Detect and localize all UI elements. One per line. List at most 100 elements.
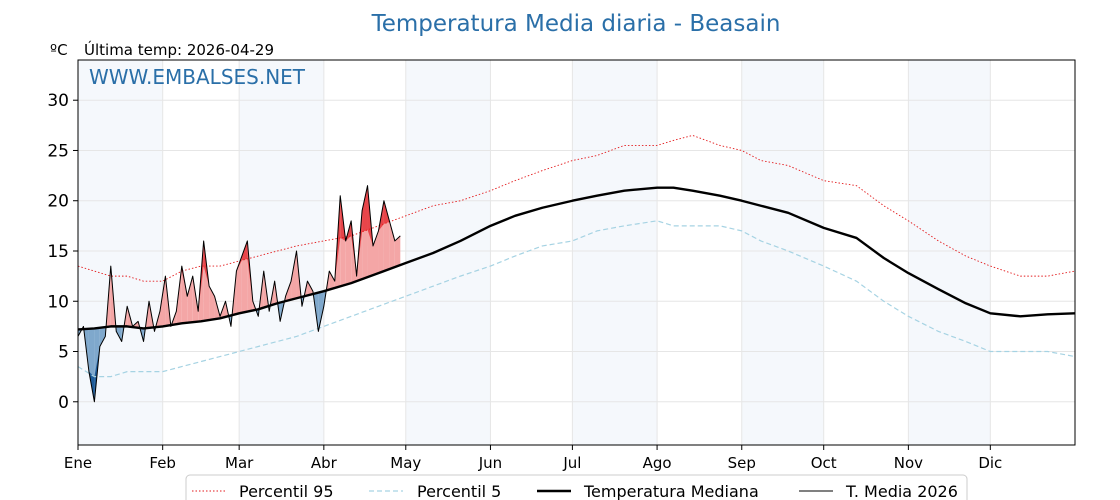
series-line-p95-point-32 <box>823 180 824 181</box>
series-line-median-point-22 <box>572 200 573 201</box>
series-line-p5-point-23 <box>596 230 597 231</box>
series-line-2026-point-34 <box>263 270 264 271</box>
watermark: WWW.EMBALSES.NET <box>89 65 306 89</box>
series-line-p5-point-29 <box>741 230 742 231</box>
series-line-2026-point-44 <box>318 331 319 332</box>
series-line-2026-point-2 <box>88 371 89 372</box>
series-line-p95-point-10 <box>258 255 259 256</box>
series-line-median-point-35 <box>908 273 909 274</box>
series-line-2026-point-56 <box>383 200 384 201</box>
series-line-2026-point-4 <box>99 346 100 347</box>
series-line-p95-point-18 <box>460 200 461 201</box>
series-line-p5-point-37 <box>965 341 966 342</box>
series-line-2026-point-47 <box>334 281 335 282</box>
x-tick-label-Ene: Ene <box>64 454 92 472</box>
series-line-p95-point-23 <box>596 155 597 156</box>
fill-above-57 <box>389 220 395 270</box>
series-line-p95-point-30 <box>760 160 761 161</box>
series-line-2026-point-7 <box>116 331 117 332</box>
series-line-p95-point-33 <box>856 185 857 186</box>
x-axis-ticks: Ene Feb Mar Abr May Jun Jul Ago Sep Oct Nov Dic <box>64 445 1002 472</box>
fill-above-15 <box>159 276 166 327</box>
series-line-p5-point-5 <box>162 371 163 372</box>
series-line-p95-point-25 <box>656 145 657 146</box>
series-line-p95-point-22 <box>572 160 573 161</box>
legend: Percentil 95 Percentil 5 Temperatura Med… <box>185 474 968 500</box>
month-band-2 <box>405 60 491 445</box>
series-line-median-point-23 <box>596 195 597 196</box>
series-line-p5-point-21 <box>542 245 543 246</box>
x-tick-label-Abr: Abr <box>311 454 338 472</box>
series-line-p5-point-24 <box>624 225 625 226</box>
series-line-2026-point-54 <box>372 245 373 246</box>
series-line-p95-point-4 <box>143 281 144 282</box>
series-line-median-point-2 <box>110 326 111 327</box>
series-line-p95-point-38 <box>990 265 991 266</box>
series-line-2026-point-24 <box>209 286 210 287</box>
series-line-2026-point-25 <box>214 296 215 297</box>
series-line-p5-point-9 <box>239 351 240 352</box>
month-bands <box>78 60 991 445</box>
series-line-2026-point-10 <box>132 326 133 327</box>
x-tick-label-Mar: Mar <box>225 454 254 472</box>
series-line-2026-point-29 <box>236 270 237 271</box>
x-tick-label-Nov: Nov <box>894 454 923 472</box>
series-line-median-point-14 <box>351 283 352 284</box>
series-line-p5-point-1 <box>94 376 95 377</box>
fill-above-19 <box>181 266 188 324</box>
fill-above-54 <box>373 230 379 276</box>
chart-title: Temperatura Media diaria - Beasain <box>371 11 781 37</box>
plot-frame <box>77 59 1076 446</box>
series-line-2026-point-41 <box>301 306 302 307</box>
series-line-p95 <box>78 134 1075 282</box>
series-line-median-point-17 <box>432 252 433 253</box>
series-line-2026-point-3 <box>94 401 95 402</box>
series-line-median-point-33 <box>856 237 857 238</box>
series-line-median-point-19 <box>490 225 491 226</box>
series-line-median-point-8 <box>219 318 220 319</box>
series-line-2026-point-21 <box>192 276 193 277</box>
series-line-median-point-34 <box>883 257 884 258</box>
series-line-median-point-29 <box>741 200 742 201</box>
series-line-2026-point-12 <box>143 341 144 342</box>
series-line-p95-point-35 <box>908 220 909 221</box>
series-line-p5-point-26 <box>673 225 674 226</box>
x-tick-label-Sep: Sep <box>728 454 756 472</box>
series-line-p5-point-13 <box>323 326 324 327</box>
series-line-p95-point-26 <box>673 140 674 141</box>
series-line-2026-point-22 <box>198 311 199 312</box>
y-axis-ticks: 0 5 10 15 20 25 30 <box>47 91 78 413</box>
series-line-p95-point-12 <box>296 245 297 246</box>
series-line-p95-point-11 <box>277 250 278 251</box>
series-line-2026-point-19 <box>181 265 182 266</box>
series-line-p95-point-27 <box>692 135 693 136</box>
series-line-p95-point-40 <box>1047 276 1048 277</box>
fill-above-20 <box>187 276 193 323</box>
series-line-2026-point-28 <box>230 326 231 327</box>
series-line-p95-point-31 <box>788 165 789 166</box>
series-line-p5-point-33 <box>856 281 857 282</box>
series-line-p5-point-30 <box>760 240 761 241</box>
series-line-2026-point-39 <box>290 281 291 282</box>
fill-above-29 <box>236 256 242 315</box>
series-line-2026-point-6 <box>110 265 111 266</box>
x-tick-label-Dic: Dic <box>978 454 1002 472</box>
x-tick-label-Jul: Jul <box>562 454 581 472</box>
series-line-median-point-25 <box>656 187 657 188</box>
series-line-p5-point-4 <box>143 371 144 372</box>
series-line-2026-point-8 <box>121 341 122 342</box>
series-line-2026-point-17 <box>170 326 171 327</box>
series-line-p5-point-20 <box>514 255 515 256</box>
series-line-median-point-13 <box>323 291 324 292</box>
series-line-median-point-30 <box>760 205 761 206</box>
x-tick-label-Oct: Oct <box>811 454 837 472</box>
series-line-p5-point-14 <box>351 316 352 317</box>
series-line-2026-point-53 <box>367 185 368 186</box>
series-line-2026-point-51 <box>356 276 357 277</box>
x-tick-label-Ago: Ago <box>643 454 672 472</box>
series-line-median-point-15 <box>378 273 379 274</box>
series-line-2026-point-36 <box>274 281 275 282</box>
series-line-p95-point-3 <box>127 276 128 277</box>
fill-above-strong-52 <box>362 185 368 232</box>
series-line-2026-point-57 <box>389 220 390 221</box>
